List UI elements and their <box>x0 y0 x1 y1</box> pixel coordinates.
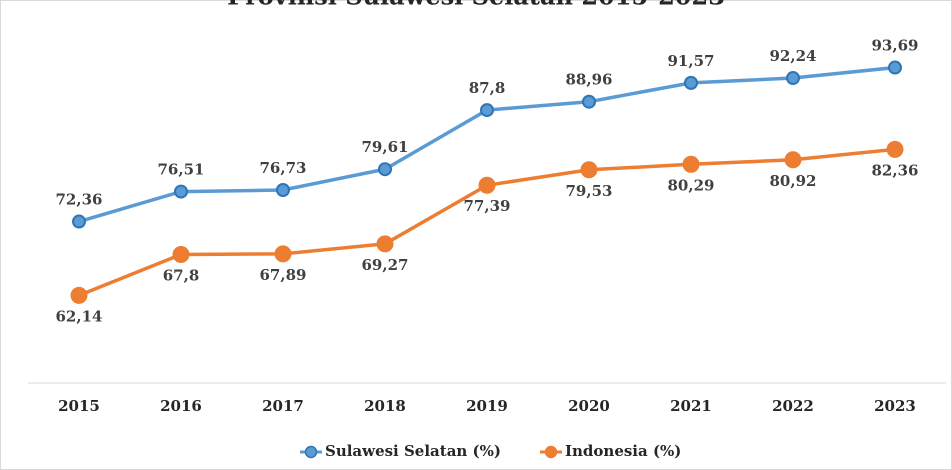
marker <box>378 162 392 177</box>
marker <box>70 286 88 304</box>
marker <box>376 235 394 253</box>
data-label: 67,89 <box>260 266 307 284</box>
data-label: 67,8 <box>163 266 200 284</box>
x-tick-label: 2021 <box>670 397 712 415</box>
data-label: 82,36 <box>872 161 919 179</box>
marker <box>580 161 598 179</box>
marker <box>582 94 596 109</box>
data-label: 76,51 <box>158 161 205 179</box>
marker <box>172 245 190 263</box>
legend-label: Indonesia (%) <box>565 442 681 460</box>
legend-marker <box>304 445 318 459</box>
legend-label: Sulawesi Selatan (%) <box>325 442 501 460</box>
x-tick-label: 2020 <box>568 397 610 415</box>
x-tick-label: 2022 <box>772 397 814 415</box>
chart-title: Provinsi Sulawesi Selatan 2015-2023 <box>227 0 725 11</box>
legend-marker <box>544 445 558 459</box>
data-label: 79,53 <box>566 182 613 200</box>
marker <box>784 151 802 169</box>
x-tick-label: 2023 <box>874 397 916 415</box>
marker <box>478 176 496 194</box>
x-tick-label: 2016 <box>160 397 202 415</box>
x-tick-label: 2019 <box>466 397 508 415</box>
data-label: 79,61 <box>362 138 409 156</box>
data-label: 88,96 <box>566 71 613 89</box>
marker <box>888 60 902 75</box>
marker <box>682 155 700 173</box>
data-label: 76,73 <box>260 159 307 177</box>
x-tick-label: 2017 <box>262 397 304 415</box>
marker <box>684 75 698 90</box>
x-tick-label: 2015 <box>58 397 100 415</box>
data-label: 91,57 <box>668 52 715 70</box>
data-label: 69,27 <box>362 256 409 274</box>
marker <box>276 183 290 198</box>
marker <box>72 214 86 229</box>
marker <box>174 184 188 199</box>
data-label: 80,92 <box>770 172 817 190</box>
marker <box>274 245 292 263</box>
data-label: 92,24 <box>770 47 817 65</box>
data-label: 72,36 <box>56 191 103 209</box>
data-label: 93,69 <box>872 37 919 55</box>
marker <box>786 71 800 86</box>
marker <box>886 140 904 158</box>
marker <box>480 103 494 118</box>
data-label: 87,8 <box>469 79 506 97</box>
data-label: 62,14 <box>56 307 103 325</box>
data-label: 77,39 <box>464 197 511 215</box>
data-label: 80,29 <box>668 176 715 194</box>
x-tick-label: 2018 <box>364 397 406 415</box>
